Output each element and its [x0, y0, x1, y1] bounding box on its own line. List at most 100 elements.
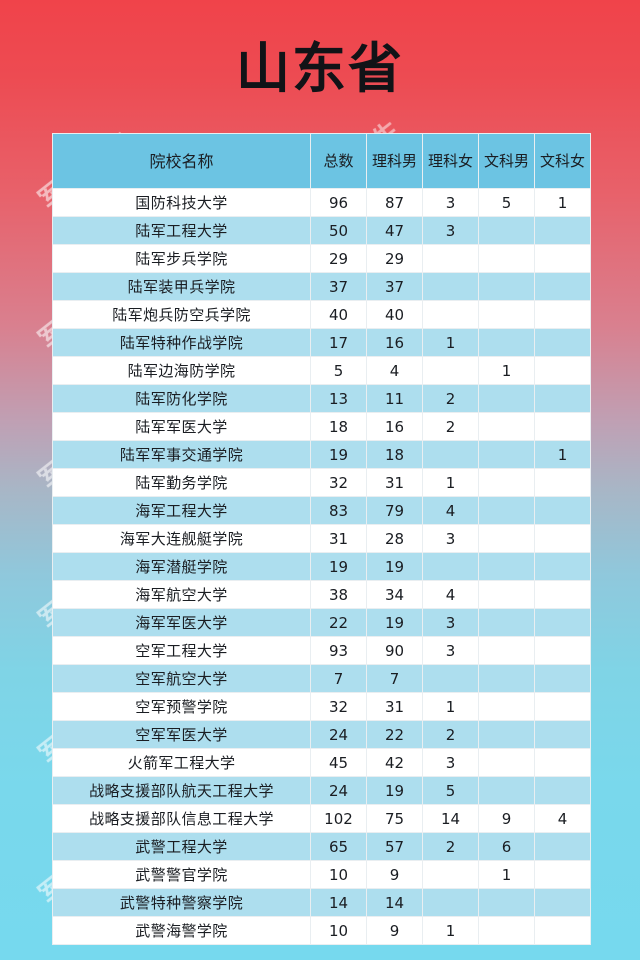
- cell-arts-male: [478, 496, 535, 525]
- cell-arts-male: [478, 244, 535, 273]
- cell-science-male: 34: [366, 580, 423, 609]
- cell-total: 10: [310, 860, 367, 889]
- table-row: 空军军医大学 24 22 2: [52, 720, 591, 749]
- cell-science-female: 3: [422, 216, 479, 245]
- cell-science-female: 4: [422, 496, 479, 525]
- cell-science-male: 31: [366, 468, 423, 497]
- cell-total: 18: [310, 412, 367, 441]
- cell-science-female: 3: [422, 636, 479, 665]
- cell-school-name: 火箭军工程大学: [52, 748, 311, 777]
- cell-science-male: 40: [366, 300, 423, 329]
- column-header-arts-male: 文科男: [478, 133, 535, 189]
- cell-arts-male: [478, 636, 535, 665]
- cell-arts-female: [534, 860, 591, 889]
- table-row: 陆军装甲兵学院 37 37: [52, 272, 591, 301]
- cell-science-male: 9: [366, 860, 423, 889]
- cell-arts-male: [478, 552, 535, 581]
- table-row: 武警工程大学 65 57 2 6: [52, 832, 591, 861]
- cell-arts-female: [534, 552, 591, 581]
- cell-arts-female: 4: [534, 804, 591, 833]
- cell-total: 65: [310, 832, 367, 861]
- cell-arts-female: [534, 748, 591, 777]
- column-header-science-female: 理科女: [422, 133, 479, 189]
- cell-total: 96: [310, 188, 367, 217]
- cell-arts-female: [534, 832, 591, 861]
- cell-arts-female: [534, 328, 591, 357]
- cell-arts-female: [534, 888, 591, 917]
- table-row: 陆军军医大学 18 16 2: [52, 412, 591, 441]
- table-body: 国防科技大学 96 87 3 5 1 陆军工程大学 50 47 3 陆军步兵学院 29 29 陆军装甲兵学…: [52, 188, 591, 945]
- cell-science-male: 29: [366, 244, 423, 273]
- cell-school-name: 陆军军事交通学院: [52, 440, 311, 469]
- cell-science-male: 75: [366, 804, 423, 833]
- cell-science-female: [422, 300, 479, 329]
- cell-arts-male: [478, 216, 535, 245]
- cell-science-male: 90: [366, 636, 423, 665]
- column-header-school-name: 院校名称: [52, 133, 311, 189]
- cell-school-name: 空军工程大学: [52, 636, 311, 665]
- cell-school-name: 武警警官学院: [52, 860, 311, 889]
- cell-science-male: 87: [366, 188, 423, 217]
- cell-school-name: 战略支援部队航天工程大学: [52, 776, 311, 805]
- cell-school-name: 海军工程大学: [52, 496, 311, 525]
- table-row: 海军航空大学 38 34 4: [52, 580, 591, 609]
- cell-total: 19: [310, 552, 367, 581]
- cell-school-name: 陆军特种作战学院: [52, 328, 311, 357]
- cell-school-name: 陆军边海防学院: [52, 356, 311, 385]
- cell-science-male: 18: [366, 440, 423, 469]
- cell-total: 17: [310, 328, 367, 357]
- cell-school-name: 武警海警学院: [52, 916, 311, 945]
- cell-arts-female: [534, 272, 591, 301]
- cell-science-male: 16: [366, 412, 423, 441]
- cell-arts-male: [478, 328, 535, 357]
- cell-arts-male: [478, 412, 535, 441]
- cell-science-male: 19: [366, 608, 423, 637]
- cell-science-male: 19: [366, 552, 423, 581]
- table-row: 陆军工程大学 50 47 3: [52, 216, 591, 245]
- cell-arts-female: [534, 244, 591, 273]
- cell-arts-female: [534, 524, 591, 553]
- title-area: 山东省: [0, 38, 640, 100]
- table-row: 战略支援部队信息工程大学 102 75 14 9 4: [52, 804, 591, 833]
- table-header-row: 院校名称 总数 理科男 理科女 文科男 文科女: [52, 133, 591, 189]
- cell-school-name: 陆军军医大学: [52, 412, 311, 441]
- cell-arts-female: [534, 636, 591, 665]
- cell-school-name: 陆军装甲兵学院: [52, 272, 311, 301]
- cell-arts-female: [534, 384, 591, 413]
- cell-school-name: 国防科技大学: [52, 188, 311, 217]
- cell-total: 93: [310, 636, 367, 665]
- cell-arts-female: [534, 412, 591, 441]
- table-row: 海军潜艇学院 19 19: [52, 552, 591, 581]
- cell-school-name: 海军大连舰艇学院: [52, 524, 311, 553]
- cell-arts-female: [534, 580, 591, 609]
- cell-arts-female: [534, 692, 591, 721]
- cell-science-male: 4: [366, 356, 423, 385]
- cell-school-name: 武警工程大学: [52, 832, 311, 861]
- cell-total: 24: [310, 720, 367, 749]
- cell-arts-male: [478, 692, 535, 721]
- table-row: 陆军勤务学院 32 31 1: [52, 468, 591, 497]
- table-row: 武警特种警察学院 14 14: [52, 888, 591, 917]
- table-row: 空军航空大学 7 7: [52, 664, 591, 693]
- cell-arts-male: [478, 440, 535, 469]
- column-header-arts-female: 文科女: [534, 133, 591, 189]
- table-row: 国防科技大学 96 87 3 5 1: [52, 188, 591, 217]
- cell-total: 13: [310, 384, 367, 413]
- table-row: 海军大连舰艇学院 31 28 3: [52, 524, 591, 553]
- cell-school-name: 陆军步兵学院: [52, 244, 311, 273]
- cell-science-male: 7: [366, 664, 423, 693]
- cell-science-female: 1: [422, 468, 479, 497]
- cell-science-female: 2: [422, 384, 479, 413]
- cell-science-male: 47: [366, 216, 423, 245]
- cell-science-female: 1: [422, 692, 479, 721]
- cell-science-female: 2: [422, 832, 479, 861]
- cell-science-male: 37: [366, 272, 423, 301]
- cell-total: 19: [310, 440, 367, 469]
- admissions-table: 院校名称 总数 理科男 理科女 文科男 文科女 国防科技大学 96 87 3 5 1 陆军工…: [52, 133, 591, 945]
- table-row: 陆军炮兵防空兵学院 40 40: [52, 300, 591, 329]
- cell-arts-female: [534, 356, 591, 385]
- cell-arts-female: 1: [534, 188, 591, 217]
- table-row: 海军军医大学 22 19 3: [52, 608, 591, 637]
- cell-school-name: 海军航空大学: [52, 580, 311, 609]
- cell-arts-female: [534, 468, 591, 497]
